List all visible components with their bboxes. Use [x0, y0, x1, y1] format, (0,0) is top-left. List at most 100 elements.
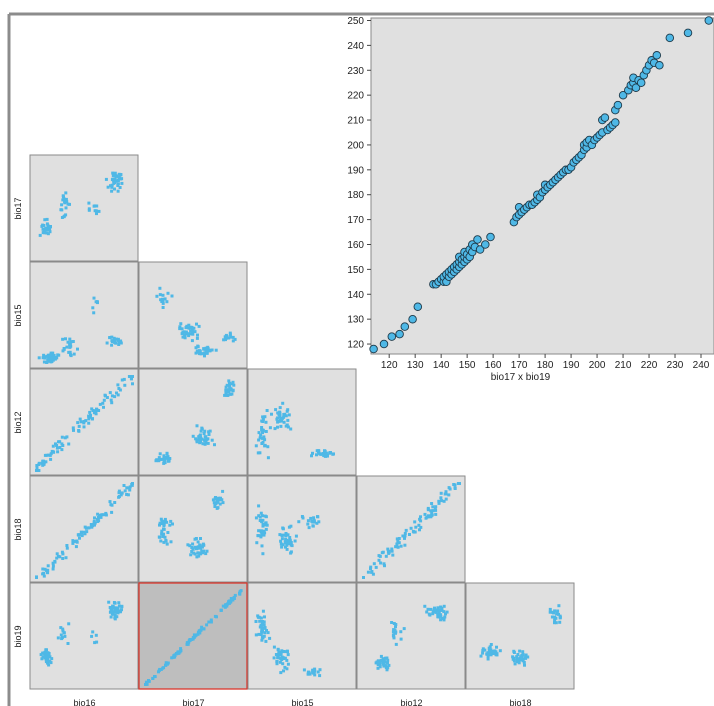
x-tick-label: 140: [433, 360, 450, 371]
matrix-point: [93, 516, 96, 520]
matrix-point: [93, 523, 96, 527]
matrix-point: [264, 430, 268, 433]
matrix-point: [199, 537, 202, 540]
matrix-cell-bio18-vs-bio15[interactable]: [247, 475, 357, 583]
matrix-point: [109, 615, 113, 619]
matrix-point: [426, 515, 430, 519]
matrix-point: [55, 444, 59, 447]
matrix-point: [45, 354, 49, 358]
matrix-point: [548, 610, 552, 614]
matrix-point: [203, 429, 207, 433]
matrix-point: [158, 668, 161, 672]
matrix-point: [257, 438, 261, 442]
matrix-point: [71, 541, 75, 545]
matrix-point: [378, 661, 382, 665]
matrix-cell-bio18-vs-bio17[interactable]: [138, 475, 248, 583]
matrix-point: [67, 442, 71, 446]
matrix-point: [261, 514, 264, 518]
matrix-point: [278, 533, 282, 537]
matrix-point: [193, 537, 197, 541]
matrix-point: [99, 515, 103, 519]
matrix-cell-bio19-vs-bio15[interactable]: [247, 582, 357, 690]
matrix-point: [116, 383, 120, 387]
matrix-point: [279, 651, 283, 655]
y-tick-label: 190: [347, 165, 364, 176]
matrix-point: [166, 531, 170, 534]
matrix-cell-bio15-vs-bio16[interactable]: [29, 261, 139, 369]
matrix-point: [287, 541, 291, 545]
x-tick-label: 200: [589, 360, 606, 371]
matrix-point: [263, 443, 267, 447]
matrix-point: [188, 326, 192, 330]
matrix-cell-bio19-vs-bio12[interactable]: [356, 582, 466, 690]
matrix-point: [165, 520, 169, 524]
matrix-cell-bio19-vs-bio16[interactable]: [29, 582, 139, 690]
matrix-point: [213, 614, 217, 618]
matrix-point: [195, 336, 199, 340]
matrix-cell-bio18-vs-bio12[interactable]: [356, 475, 466, 583]
matrix-point: [213, 443, 216, 447]
matrix-point: [383, 660, 386, 664]
matrix-point: [53, 560, 57, 564]
matrix-cell-bio17-vs-bio16[interactable]: [29, 154, 139, 262]
matrix-point: [521, 657, 525, 661]
matrix-point: [158, 535, 162, 539]
matrix-point: [260, 635, 264, 639]
matrix-point: [117, 343, 121, 346]
matrix-point: [382, 663, 386, 667]
matrix-cell-bio18-vs-bio16[interactable]: [29, 475, 139, 583]
matrix-point: [260, 428, 264, 432]
matrix-point: [170, 656, 174, 660]
matrix-cell-bio12-vs-bio15[interactable]: [247, 368, 357, 476]
matrix-point: [276, 411, 280, 415]
matrix-point: [35, 464, 39, 467]
matrix-point: [278, 406, 282, 410]
matrix-point: [196, 438, 200, 442]
matrix-point: [231, 335, 235, 339]
matrix-point: [391, 634, 395, 637]
matrix-point: [297, 520, 301, 524]
matrix-point: [550, 610, 554, 614]
matrix-point: [155, 294, 159, 298]
matrix-point: [285, 547, 289, 551]
matrix-point: [429, 514, 433, 518]
matrix-point: [117, 495, 121, 499]
matrix-cell-bio15-vs-bio17[interactable]: [138, 261, 248, 369]
matrix-cell-bio19-vs-bio18[interactable]: [465, 582, 575, 690]
matrix-point: [113, 395, 117, 399]
matrix-point: [59, 208, 63, 212]
matrix-point: [202, 432, 206, 436]
matrix-point: [268, 636, 272, 640]
matrix-point: [317, 520, 321, 524]
matrix-cell-bio12-vs-bio17[interactable]: [138, 368, 248, 476]
matrix-point: [49, 353, 53, 357]
matrix-point: [278, 410, 282, 414]
matrix-point: [199, 429, 203, 433]
matrix-point: [72, 540, 76, 543]
scatter-point: [600, 113, 610, 122]
matrix-point: [93, 521, 97, 525]
matrix-point: [386, 666, 390, 670]
matrix-point: [385, 668, 389, 672]
matrix-point: [273, 427, 277, 431]
matrix-cell-bio19-vs-bio17[interactable]: [138, 582, 248, 690]
matrix-point: [196, 546, 200, 550]
matrix-point: [487, 652, 491, 656]
matrix-point: [113, 171, 117, 175]
matrix-point: [100, 513, 104, 517]
matrix-point: [158, 293, 162, 297]
matrix-point: [265, 523, 269, 527]
matrix-point: [261, 523, 265, 526]
matrix-cell-bio12-vs-bio16[interactable]: [29, 368, 139, 476]
matrix-cell-background: [29, 261, 139, 369]
matrix-point: [285, 409, 289, 413]
matrix-point: [41, 567, 45, 571]
matrix-point: [117, 172, 121, 176]
matrix-point: [193, 545, 197, 549]
matrix-point: [382, 562, 386, 566]
matrix-point: [77, 424, 81, 428]
matrix-point: [119, 493, 123, 497]
matrix-point: [157, 459, 161, 463]
matrix-point: [280, 655, 284, 659]
matrix-point: [154, 459, 158, 463]
